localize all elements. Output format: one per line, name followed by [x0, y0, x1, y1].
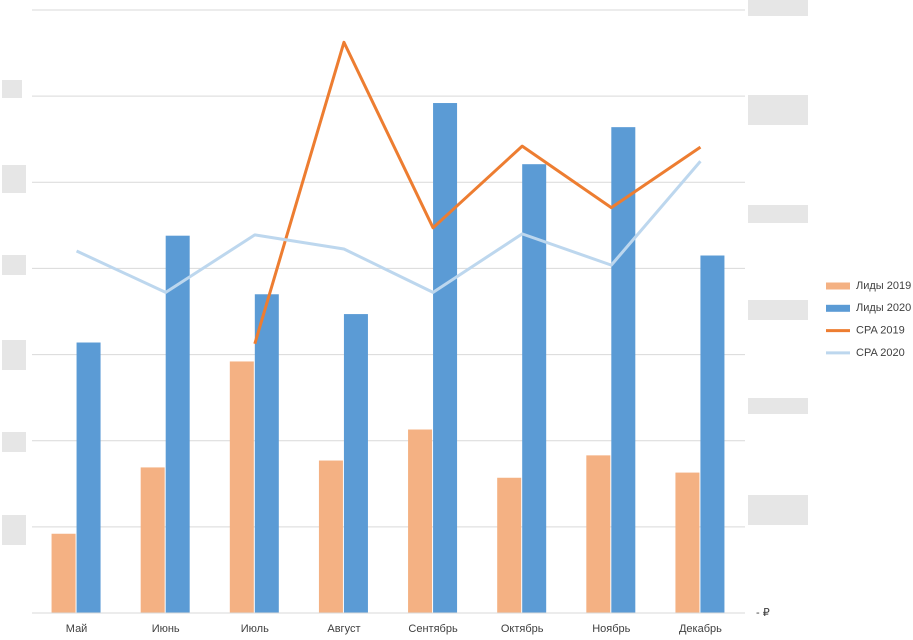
blurred-label: [2, 255, 26, 275]
x-tick-label: Май: [66, 623, 88, 635]
legend-label: CPA 2019: [856, 325, 905, 337]
bar: [611, 127, 636, 613]
bar: [586, 455, 611, 613]
x-tick-label: Ноябрь: [592, 623, 630, 635]
bar: [165, 235, 190, 614]
bar: [51, 533, 76, 613]
bar: [433, 103, 458, 613]
x-tick-label: Октябрь: [501, 623, 544, 635]
blurred-label: [748, 495, 808, 525]
blurred-label: [2, 80, 22, 98]
blurred-label: [748, 300, 808, 320]
bar: [318, 460, 343, 613]
blurred-label: [2, 515, 26, 545]
blurred-label: [2, 432, 26, 452]
legend-swatch: [826, 282, 850, 290]
blurred-label: [748, 205, 808, 223]
line-series: [253, 40, 702, 345]
line-series: [75, 160, 702, 294]
x-tick-label: Август: [327, 623, 360, 635]
bar: [408, 429, 433, 613]
blurred-label: [748, 398, 808, 414]
x-tick-label: Июнь: [152, 623, 180, 635]
x-tick-label: Июль: [241, 623, 269, 635]
legend-label: Лиды 2020: [856, 302, 911, 314]
blurred-label: [748, 95, 808, 125]
bar: [700, 255, 725, 613]
legend-label: CPA 2020: [856, 347, 905, 359]
bar: [254, 294, 279, 613]
bar: [229, 361, 254, 613]
blurred-axis-labels: [2, 0, 808, 545]
x-tick-label: Декабрь: [679, 623, 722, 635]
x-tick-label: Сентябрь: [408, 623, 458, 635]
bar: [140, 467, 165, 613]
bar: [497, 477, 522, 613]
bar: [522, 164, 547, 613]
y2-tick-label: - ₽: [756, 607, 770, 619]
bar: [675, 472, 700, 613]
bar: [343, 314, 368, 613]
blurred-label: [2, 165, 26, 193]
bar: [76, 342, 101, 613]
blurred-label: [2, 340, 26, 370]
legend-swatch: [826, 304, 850, 312]
legend-label: Лиды 2019: [856, 280, 911, 292]
blurred-label: [748, 0, 808, 16]
